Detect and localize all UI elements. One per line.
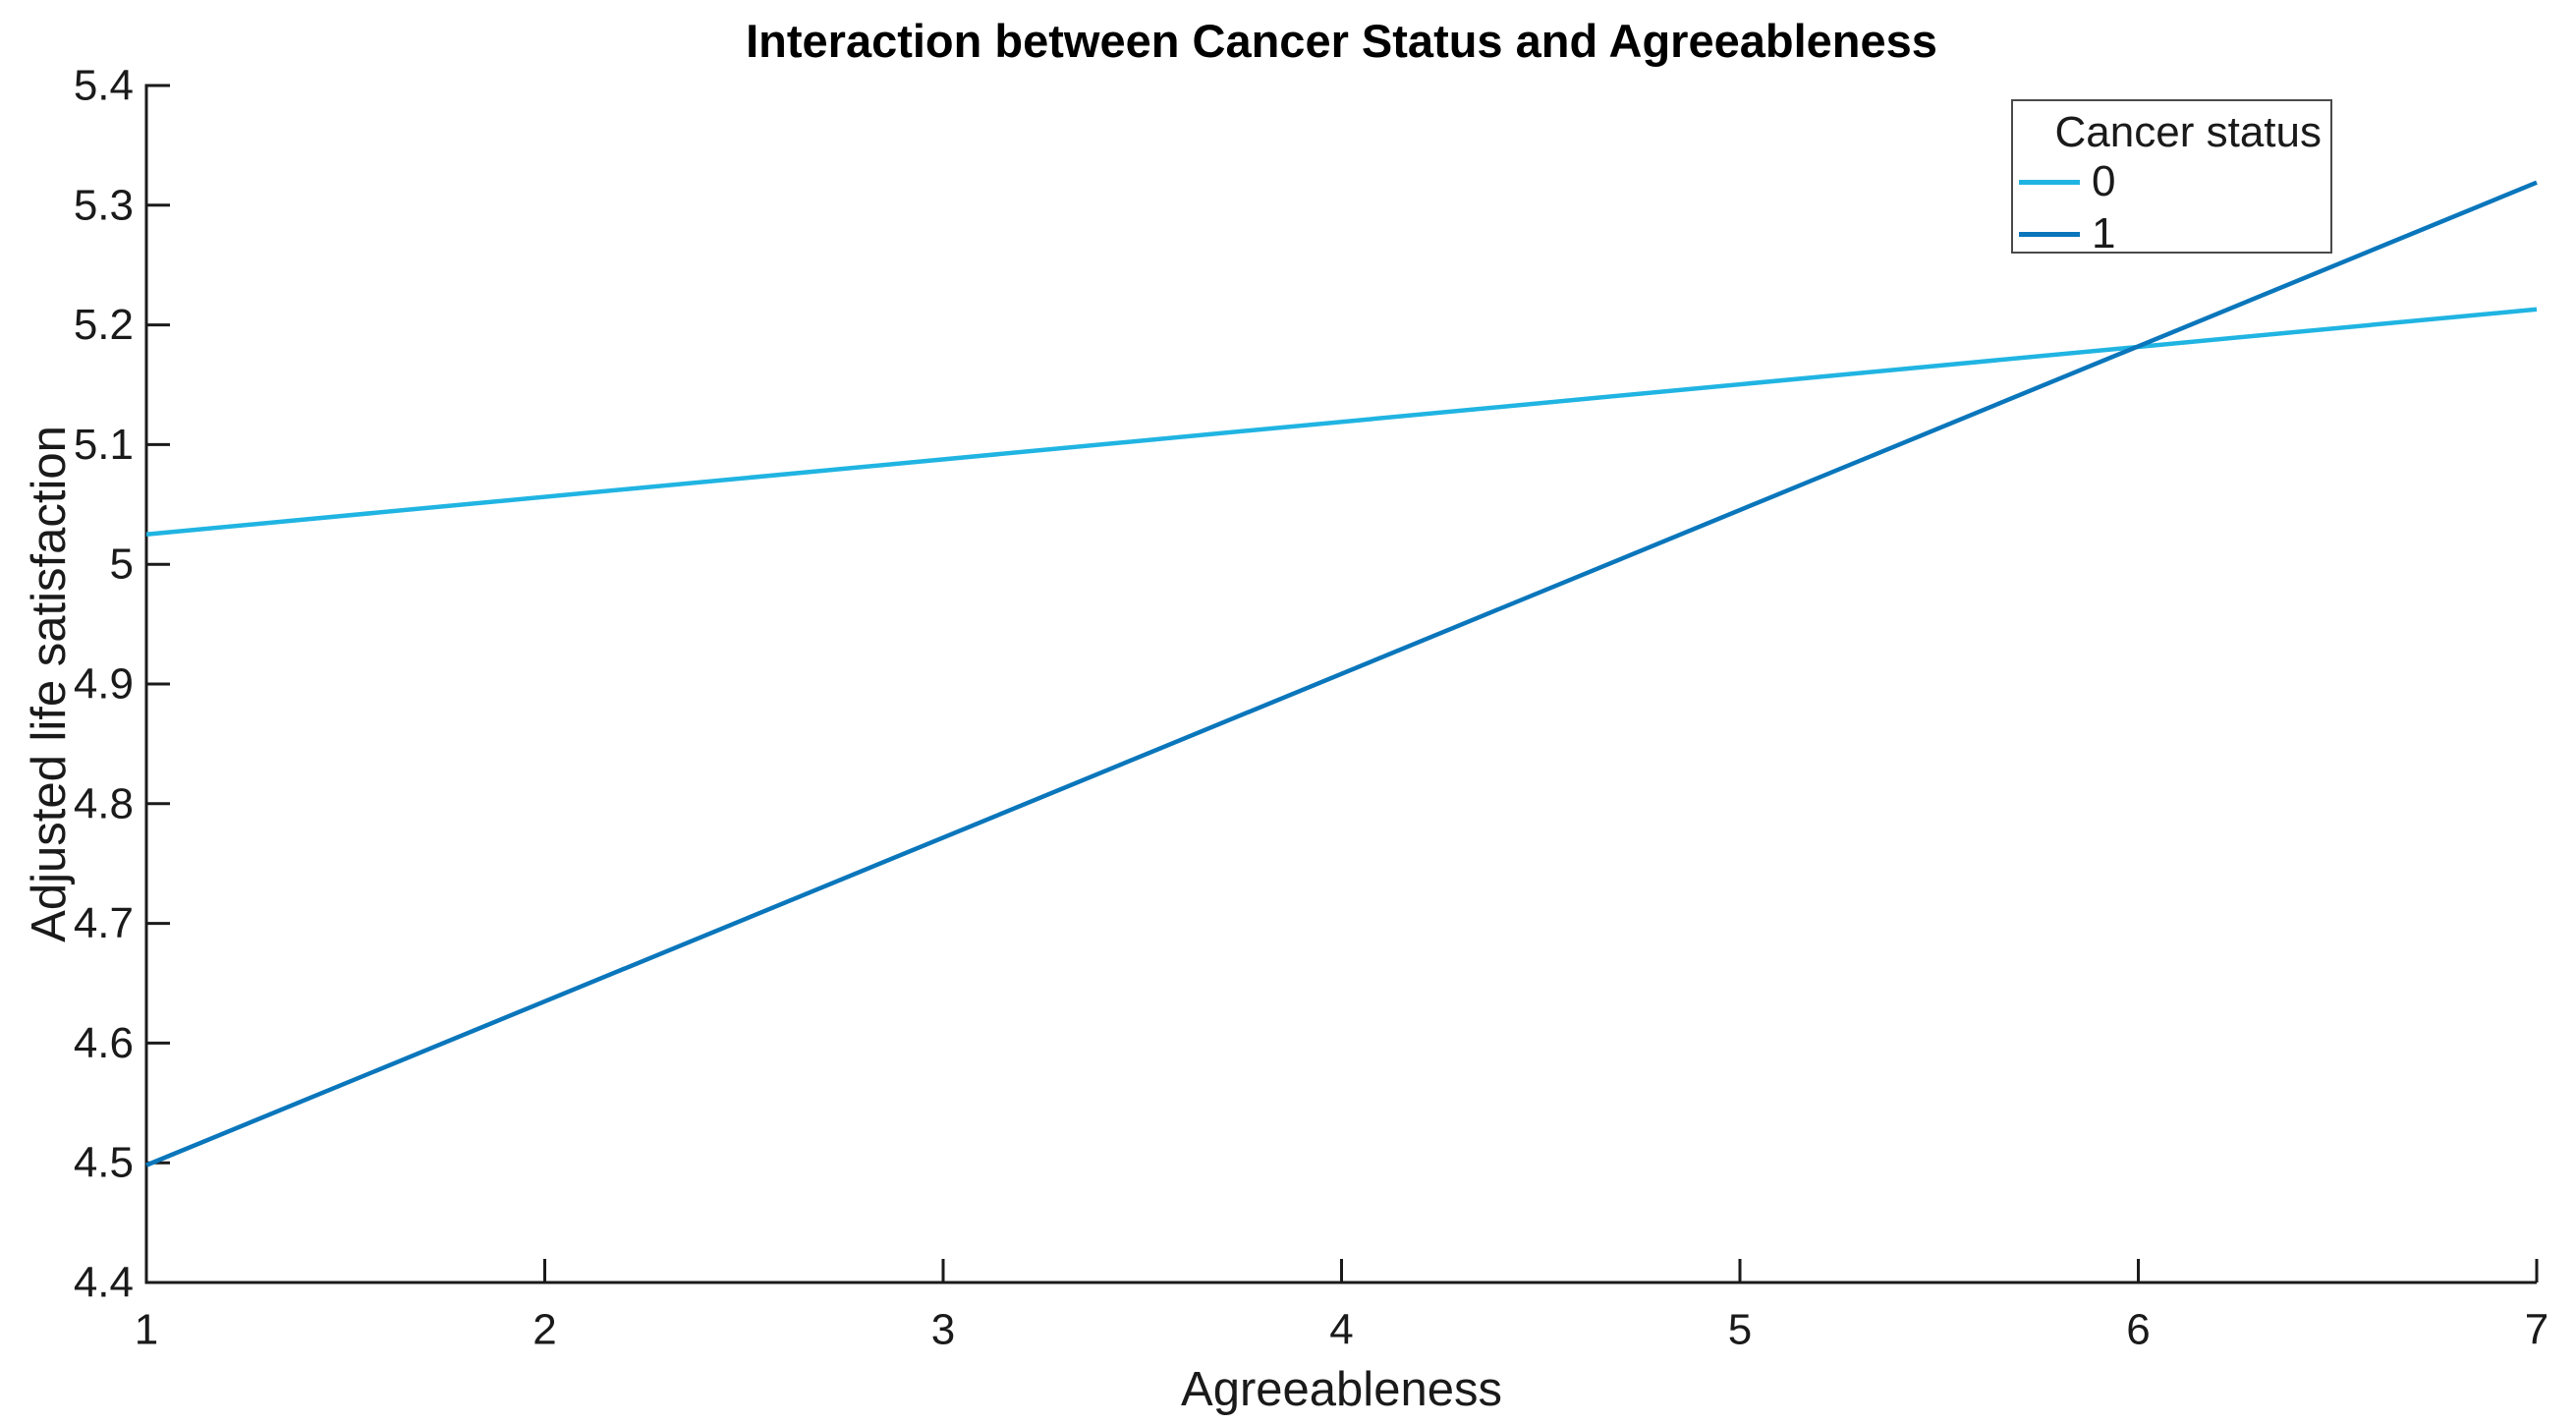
- y-tick-label: 5.1: [74, 421, 134, 469]
- series-line-1: [145, 180, 2538, 1168]
- x-tick-label: 2: [532, 1306, 556, 1354]
- legend-entry-1: 1: [2019, 209, 2115, 258]
- y-tick-label: 5: [110, 541, 134, 589]
- x-tick-label: 4: [1329, 1306, 1353, 1354]
- y-tick-label: 4.9: [74, 660, 134, 709]
- series-line-0: [145, 307, 2538, 537]
- y-tick-label: 4.8: [74, 779, 134, 827]
- legend-label-series-1: 1: [2092, 209, 2116, 257]
- y-tick-label: 4.7: [74, 899, 134, 947]
- y-tick-label: 4.6: [74, 1019, 134, 1067]
- x-tick-label: 6: [2126, 1306, 2150, 1354]
- legend-label-series-0: 0: [2092, 157, 2116, 205]
- x-tick-label: 1: [135, 1306, 158, 1354]
- y-tick-label: 4.5: [74, 1139, 134, 1187]
- legend-swatch-series-1: [2019, 231, 2080, 237]
- y-axis-label: Adjusted life satisfaction: [23, 426, 76, 942]
- legend-title: Cancer status: [2054, 108, 2322, 156]
- chart-title: Interaction between Cancer Status and Ag…: [746, 15, 1937, 67]
- y-tick-label: 4.4: [74, 1259, 134, 1307]
- y-tick-label: 5.3: [74, 181, 134, 229]
- legend-entry-0: 0: [2019, 157, 2115, 206]
- x-axis-label: Agreeableness: [1181, 1363, 1502, 1416]
- y-tick-label: 5.2: [74, 301, 134, 349]
- legend-swatch-series-0: [2019, 179, 2080, 185]
- y-tick-label: 5.4: [74, 62, 134, 110]
- x-tick-label: 7: [2525, 1306, 2548, 1354]
- x-tick-label: 3: [931, 1306, 955, 1354]
- x-tick-label: 5: [1728, 1306, 1752, 1354]
- legend: Cancer status 0 1: [2011, 99, 2332, 257]
